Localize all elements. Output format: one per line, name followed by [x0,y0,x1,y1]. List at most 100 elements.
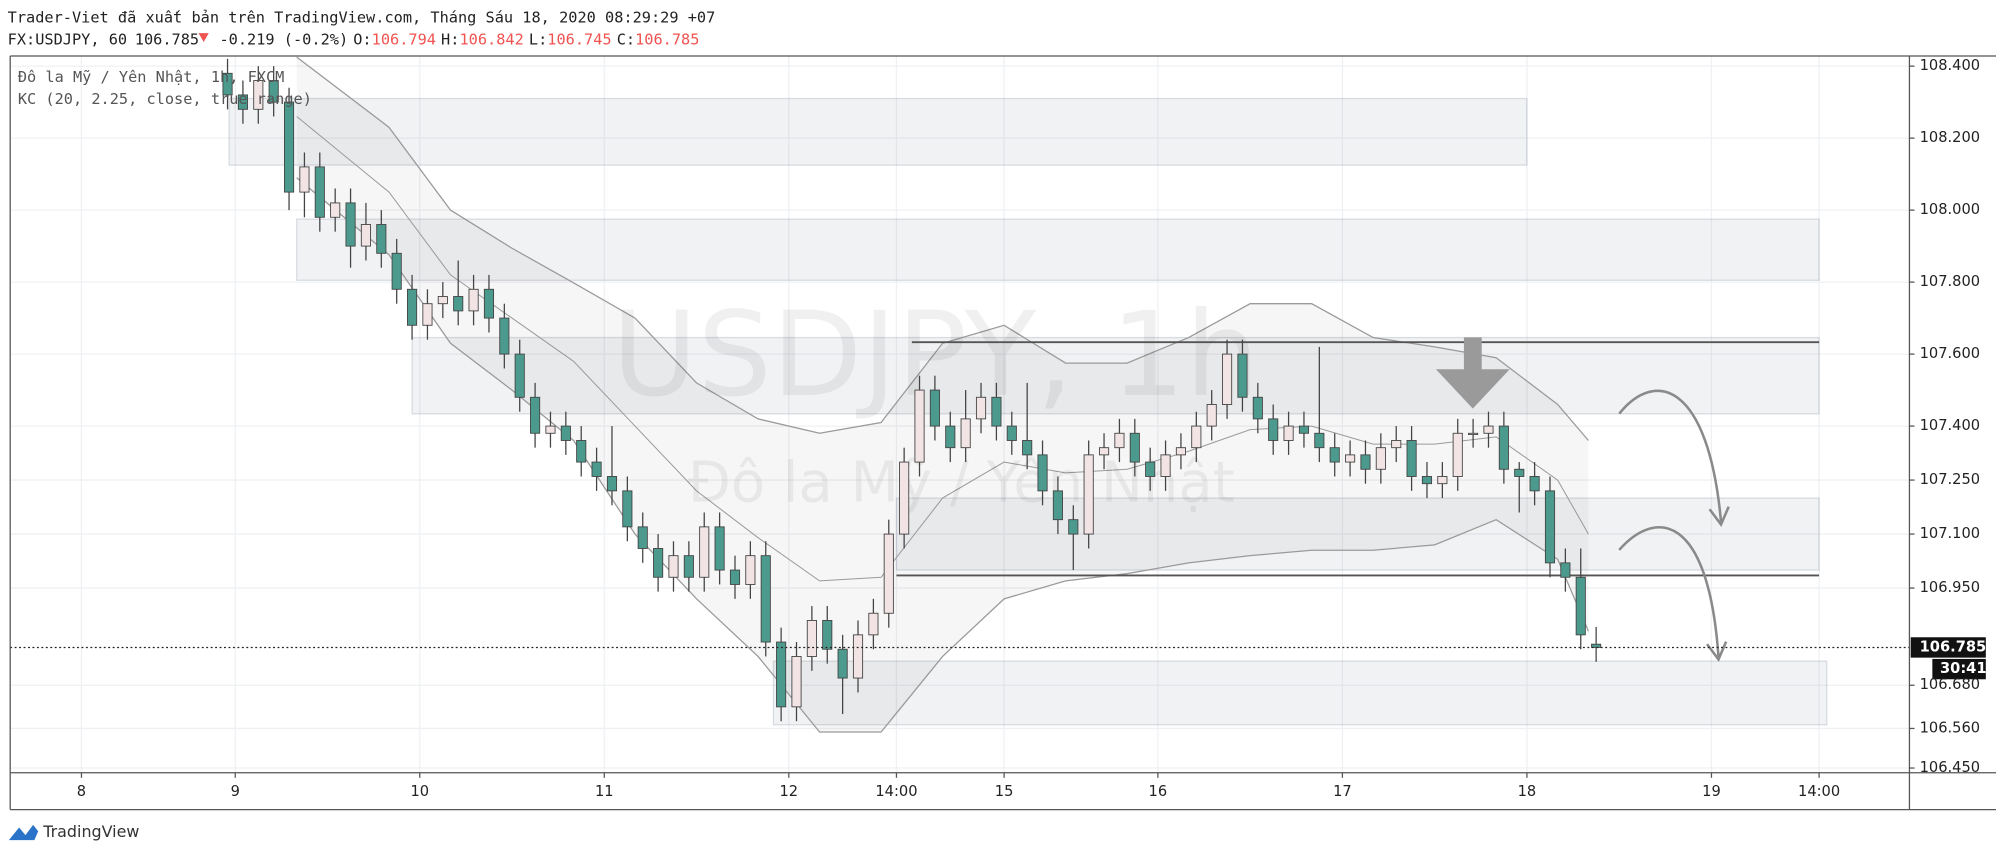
countdown-box [1932,658,1986,680]
y-tick-label: 107.400 [1920,417,1980,434]
candle-body [253,80,264,110]
y-tick-label: 108.400 [1920,57,1980,74]
open: 106.794 [372,30,436,48]
candle-body [914,389,925,463]
arrow-head [1706,641,1728,662]
x-tick-label: 17 [1333,783,1352,800]
candle-body [975,396,987,420]
candle-body [1544,490,1556,564]
curved-arrow [1618,526,1720,657]
x-tick-label: 14:00 [1798,783,1840,800]
candle-body [1591,643,1602,648]
candle-body [791,656,802,708]
candle-body [499,317,510,355]
candle-body [1437,476,1448,485]
candle-body [1514,468,1525,477]
zone [411,336,1820,415]
candle-body [422,303,433,326]
candle-body [283,101,295,193]
levels [896,341,1820,577]
candle-body [1483,425,1494,434]
candle-body [760,555,771,643]
candle-body [1222,353,1233,405]
candle-body [1529,476,1540,492]
candle-body [899,461,910,535]
zone [895,497,1820,571]
candle-body [606,476,618,492]
candle-body [468,288,479,312]
candle-body [330,202,341,218]
high-label: H: [441,30,459,48]
candle-body [637,526,648,549]
watermark-subtitle: Đô la Mỹ / Yên Nhật [687,450,1234,515]
candle-body [437,296,448,305]
last-price-box [1910,637,1986,658]
symbol-bar: FX:USDJPY, 60 106.785 -0.219 (-0.2%) O:106.… [8,30,700,48]
x-tick-label: 16 [1149,783,1168,800]
down-icon [198,33,209,43]
candle-body [714,526,725,571]
candle-body [514,353,525,398]
candle-body [822,620,833,650]
candle-body [1283,425,1294,441]
y-tick-label: 106.450 [1920,759,1980,776]
x-tick-label: 9 [231,783,240,800]
candle-body [929,389,940,427]
last-price-label: 106.785 [1920,638,1987,655]
candle-body [683,555,694,578]
zones [228,97,1828,726]
candle-body [1452,432,1463,477]
last: 106.785 [135,30,199,48]
candle-body [1237,353,1248,398]
candle-body [1037,454,1048,492]
publisher: Trader-Viet đã xuất bản trên TradingView… [8,8,716,26]
candle-body [1145,461,1156,477]
y-tick-label: 106.950 [1920,579,1980,596]
symbol: FX:USDJPY, 60 [8,30,127,48]
candle-body [1421,476,1433,485]
candle-body [945,425,956,449]
candle-body [1022,440,1033,456]
candle-body [1329,447,1340,463]
candle-body [1206,404,1217,427]
channel-middle [296,116,1589,582]
candle-body [1191,425,1202,449]
candle-body [1114,432,1125,449]
x-tick-label: 8 [77,783,86,800]
candle-body [1083,454,1094,535]
candle-body [1052,490,1063,521]
candle-body [376,224,387,254]
candle-body [360,224,371,247]
candle-body [560,425,571,441]
candle-body [222,72,233,96]
y-tick-label: 107.250 [1920,471,1980,488]
change: -0.219 (-0.2%) [219,30,348,48]
candle-body [268,80,279,103]
x-tick-label: 12 [780,783,799,800]
logo [8,824,39,841]
candle-body [345,202,356,247]
candle-body [883,533,894,614]
candle-body [852,634,864,679]
candle-body [1129,432,1140,463]
candle-body [407,288,418,326]
curved-arrow [1618,389,1723,523]
candle-body [1406,440,1417,477]
candle-body [991,396,1002,427]
open-label: O: [353,30,371,48]
y-tick-label: 108.200 [1920,129,1980,146]
candle-body [868,612,879,636]
low: 106.745 [547,30,611,48]
y-tick-label: 107.800 [1920,273,1980,290]
candle-body [1006,425,1017,441]
candle-body [837,648,848,679]
candle-body [729,569,741,585]
candle-body [1068,519,1079,535]
candle-body [1575,576,1586,636]
candle-body [776,641,787,708]
candle-body [314,166,325,218]
countdown: 30:41 [1940,660,1987,677]
legend-indicator: KC (20, 2.25, close, true range) [18,90,312,108]
